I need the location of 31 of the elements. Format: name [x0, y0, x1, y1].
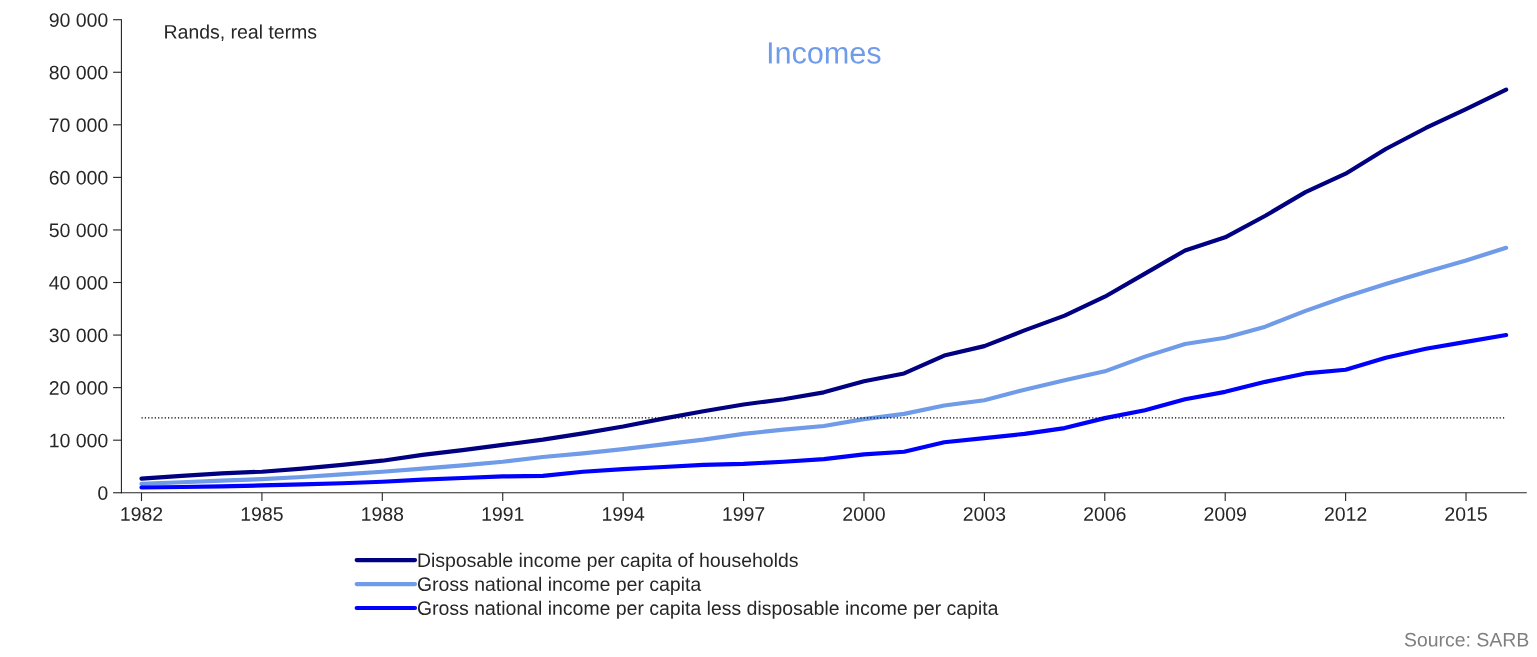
- legend-label: Disposable income per capita of households: [418, 552, 798, 571]
- x-tick-label: 1985: [241, 507, 283, 521]
- y-tick-label: 90 000: [49, 13, 108, 27]
- y-tick-label: 40 000: [49, 275, 108, 290]
- annotation: Rands, real terms: [165, 24, 317, 42]
- x-tick-label: 1997: [723, 507, 765, 521]
- y-tick-label: 50 000: [49, 223, 108, 238]
- x-tick-label: 2000: [843, 507, 885, 521]
- y-tick-label: 30 000: [49, 328, 108, 343]
- legend-label: Gross national income per capita less disposable income per capita: [417, 600, 999, 619]
- legend-label: Gross national income per capita: [417, 576, 702, 595]
- y-tick-label: 80 000: [49, 65, 108, 80]
- line-series: [139, 87, 1509, 481]
- x-tick-label: 2003: [963, 507, 1006, 521]
- x-tick-label: 2009: [1204, 507, 1246, 521]
- line-series: [139, 332, 1509, 490]
- y-tick-label: 60 000: [49, 170, 108, 185]
- source-note: Source: SARB: [1404, 632, 1529, 647]
- y-tick-label: 70 000: [49, 118, 108, 133]
- y-tick-label: 20 000: [49, 381, 108, 395]
- x-tick-label: 1982: [121, 507, 163, 521]
- x-tick-label: 2006: [1084, 507, 1126, 521]
- x-tick-label: 2012: [1324, 507, 1367, 521]
- line-series: [139, 245, 1509, 486]
- x-tick-label: 1988: [362, 507, 404, 521]
- x-tick-label: 1994: [603, 507, 645, 521]
- y-tick-label: 10 000: [50, 433, 108, 448]
- y-tick-label: 0: [98, 486, 108, 500]
- x-tick-label: 1991: [482, 507, 524, 521]
- x-tick-label: 2015: [1445, 507, 1487, 521]
- text: Incomes: [768, 42, 881, 64]
